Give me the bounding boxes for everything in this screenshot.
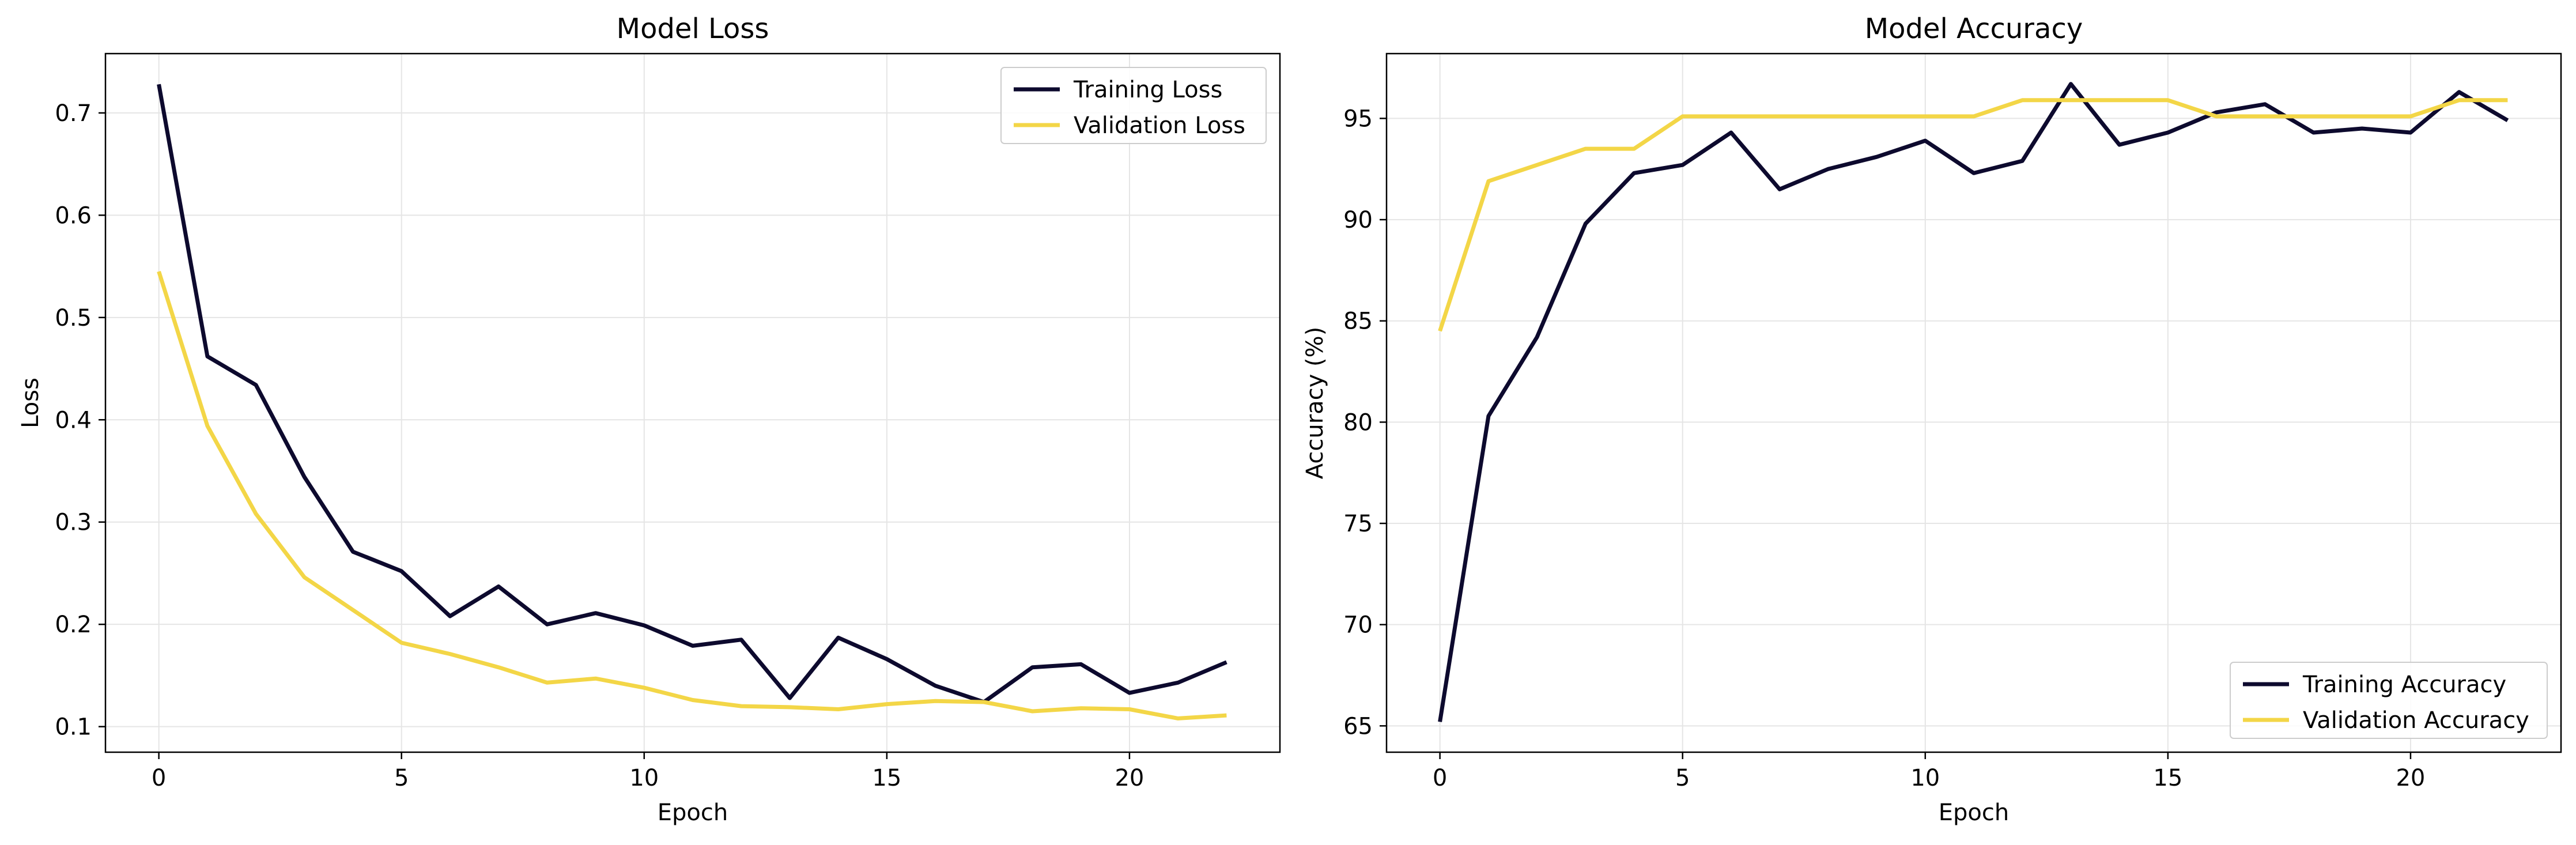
chart-title: Model Loss: [617, 13, 769, 45]
y-tick-label: 75: [1343, 511, 1373, 537]
legend-box: [1000, 67, 1267, 144]
y-tick-label: 0.4: [55, 407, 92, 433]
y-tick-label: 80: [1343, 409, 1373, 436]
series-line-1: [1438, 98, 2508, 332]
x-tick-label: 10: [1910, 765, 1940, 791]
series-line-0: [157, 84, 1227, 704]
chart-panel-1: 0 5 10 15 20 65 70 75 80 85 90 95 Model Accuracy Epoc…: [1302, 13, 2562, 826]
legend-label-0: Training Accuracy: [2302, 672, 2506, 698]
axes-frame: [104, 52, 1281, 753]
legend-label-1: Validation Accuracy: [2303, 707, 2529, 734]
legend-label-0: Training Loss: [1073, 77, 1222, 103]
x-axis-label: Epoch: [658, 799, 728, 826]
x-tick-label: 10: [629, 765, 659, 791]
legend: Training Loss Validation Loss: [1000, 67, 1267, 144]
x-tick-label: 15: [2153, 765, 2182, 791]
legend-label-1: Validation Loss: [1074, 112, 1245, 139]
legend-box: [2230, 662, 2548, 739]
x-tick-label: 15: [872, 765, 901, 791]
chart-title: Model Accuracy: [1865, 13, 2083, 45]
y-tick-label: 65: [1343, 713, 1373, 740]
legend: Training Accuracy Validation Accuracy: [2230, 662, 2548, 739]
x-tick-label: 5: [394, 765, 409, 791]
x-tick-label: 0: [152, 765, 166, 791]
y-tick-label: 0.6: [55, 202, 92, 229]
y-tick-label: 70: [1343, 612, 1373, 639]
y-tick-label: 0.3: [55, 510, 92, 536]
y-axis-label: Loss: [17, 378, 44, 428]
y-tick-label: 0.2: [55, 612, 92, 638]
x-tick-label: 20: [2396, 765, 2425, 791]
chart-panel-0: 0 5 10 15 20 0.1 0.2 0.3 0.4 0.5 0.6 0.7 Model Loss E…: [17, 13, 1281, 826]
y-tick-label: 0.5: [55, 305, 92, 331]
y-tick-label: 0.1: [55, 714, 92, 741]
y-tick-label: 90: [1343, 207, 1373, 233]
x-tick-label: 5: [1675, 765, 1690, 791]
series-line-1: [157, 270, 1227, 720]
series-line-0: [1438, 82, 2509, 722]
x-axis-label: Epoch: [1939, 799, 2009, 826]
x-tick-label: 20: [1115, 765, 1144, 791]
y-tick-label: 0.7: [55, 100, 92, 127]
axes-frame: [1385, 52, 2562, 753]
y-tick-label: 95: [1343, 105, 1373, 132]
x-tick-label: 0: [1433, 765, 1447, 791]
y-tick-label: 85: [1343, 308, 1373, 335]
y-axis-label: Accuracy (%): [1302, 327, 1328, 480]
